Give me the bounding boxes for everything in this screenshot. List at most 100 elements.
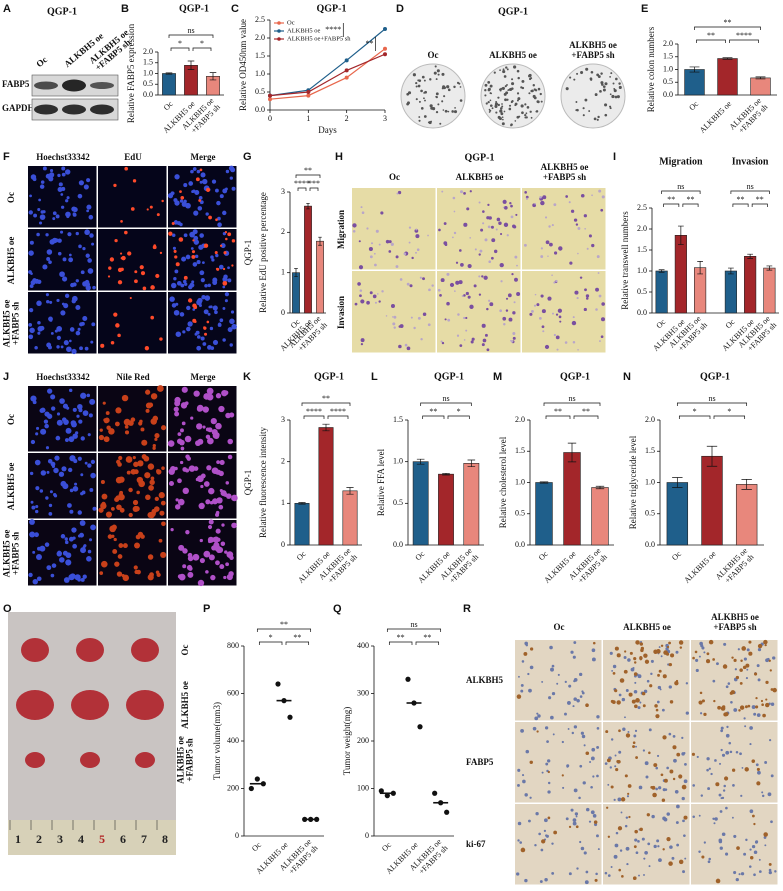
- cell: [756, 781, 761, 786]
- cell: [217, 216, 221, 221]
- sig-bracket: [258, 641, 283, 645]
- cell: [585, 807, 590, 812]
- cell: [661, 798, 666, 802]
- cell: [692, 815, 695, 818]
- cell: [473, 284, 477, 288]
- cell: [678, 859, 684, 865]
- cell: [569, 261, 573, 265]
- group-label: Invasion: [732, 156, 769, 167]
- cell: [177, 432, 182, 436]
- cell: [725, 806, 728, 810]
- image-tile: [515, 804, 602, 885]
- cell: [770, 774, 774, 778]
- sig-bracket: [545, 415, 571, 419]
- cell: [148, 402, 154, 408]
- cell: [768, 862, 772, 866]
- cell: [755, 840, 759, 844]
- cell: [196, 260, 201, 265]
- cell: [206, 320, 210, 324]
- bar: [412, 461, 429, 546]
- cell: [149, 572, 154, 578]
- cell: [553, 203, 557, 207]
- row-label: Invasion: [336, 296, 346, 329]
- cell: [551, 691, 556, 696]
- image-tile: [603, 640, 690, 721]
- cell: [482, 338, 487, 343]
- colony: [446, 85, 450, 89]
- cell: [517, 768, 521, 772]
- cell: [199, 557, 205, 564]
- colony: [511, 82, 515, 86]
- point: [444, 809, 450, 815]
- cell: [672, 777, 676, 781]
- cell: [139, 419, 143, 424]
- cell: [726, 725, 729, 729]
- cell: [657, 845, 660, 848]
- y-tick-label: 300: [357, 688, 369, 697]
- cell: [634, 681, 637, 684]
- cell: [721, 796, 725, 800]
- cell: [766, 657, 770, 661]
- cell: [145, 494, 151, 500]
- cell: [171, 233, 176, 237]
- image-tile: [98, 229, 167, 291]
- cell: [610, 866, 613, 868]
- cell: [585, 751, 590, 756]
- cell: [117, 554, 123, 559]
- image-tile: [515, 722, 602, 803]
- cell: [183, 183, 188, 188]
- row-label: ALKBH5 oe: [176, 736, 186, 784]
- error-bar: [755, 76, 766, 80]
- cell: [682, 870, 685, 874]
- cell: [229, 176, 233, 180]
- colony: [489, 104, 493, 107]
- cell: [206, 465, 212, 471]
- cell: [725, 685, 729, 689]
- cell: [98, 434, 105, 441]
- cell: [37, 208, 41, 212]
- colony: [435, 95, 438, 99]
- cell: [366, 300, 370, 305]
- colony: [616, 95, 620, 99]
- cell: [225, 481, 230, 485]
- colony: [415, 98, 418, 101]
- panel-letter: K: [243, 371, 251, 383]
- cell: [600, 335, 604, 339]
- error-bar: [672, 477, 683, 488]
- colony: [423, 79, 426, 82]
- x-tick-label: Oc: [537, 549, 550, 562]
- cell: [186, 305, 191, 311]
- cell: [193, 239, 200, 245]
- cell: [607, 835, 611, 838]
- cell: [457, 313, 460, 316]
- cell: [34, 459, 41, 466]
- cell: [568, 684, 572, 688]
- cell: [183, 233, 188, 238]
- cell: [174, 411, 180, 417]
- cell: [747, 704, 751, 708]
- error-bar: [658, 269, 665, 273]
- column-label: Oc: [554, 622, 565, 632]
- cell: [368, 247, 373, 252]
- cell: [596, 715, 600, 719]
- cell: [574, 812, 579, 816]
- cell: [219, 459, 225, 466]
- cell: [66, 406, 70, 410]
- point: [254, 776, 260, 782]
- cell: [614, 754, 617, 757]
- cell: [35, 432, 39, 436]
- x-tick-label: Oc: [670, 549, 683, 562]
- cell: [137, 460, 144, 467]
- cell: [561, 774, 564, 777]
- cell: [708, 639, 714, 645]
- cell: [150, 393, 158, 400]
- tumor: [135, 752, 155, 768]
- cell: [513, 301, 516, 304]
- cell: [757, 678, 761, 682]
- cell: [160, 500, 166, 506]
- cell: [380, 211, 384, 215]
- colony: [484, 89, 487, 92]
- sig-bracket: [301, 402, 351, 406]
- cell: [410, 316, 413, 319]
- cell: [206, 387, 214, 395]
